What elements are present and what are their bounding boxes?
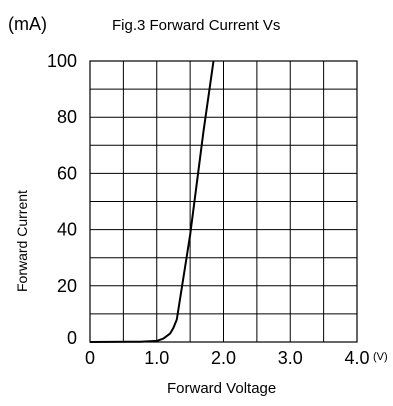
y-tick-label: 40 <box>57 220 77 240</box>
x-tick-label: 3.0 <box>278 348 303 368</box>
tick-layer: 0 20 40 60 80 100 0 1.0 2.0 3.0 4.0 <box>47 51 370 368</box>
x-tick-label: 4.0 <box>344 348 369 368</box>
y-tick-label: 60 <box>57 163 77 183</box>
series-layer <box>89 60 215 343</box>
y-tick-label: 20 <box>57 276 77 296</box>
y-tick-label: 100 <box>47 51 77 71</box>
y-tick-label: 0 <box>67 328 77 348</box>
y-axis-label: Forward Current <box>14 190 30 292</box>
plot-frame <box>89 60 358 343</box>
y-unit-label: (mA) <box>8 14 47 34</box>
chart-title: Fig.3 Forward Current Vs <box>112 17 280 34</box>
grid-layer <box>89 60 358 343</box>
x-tick-label: 1.0 <box>144 348 169 368</box>
x-tick-label: 0 <box>85 348 95 368</box>
x-unit-label: (V) <box>373 351 388 363</box>
x-axis-label: Forward Voltage <box>167 380 276 397</box>
series-line-forward-current <box>89 60 215 343</box>
y-tick-label: 80 <box>57 107 77 127</box>
x-tick-label: 2.0 <box>211 348 236 368</box>
